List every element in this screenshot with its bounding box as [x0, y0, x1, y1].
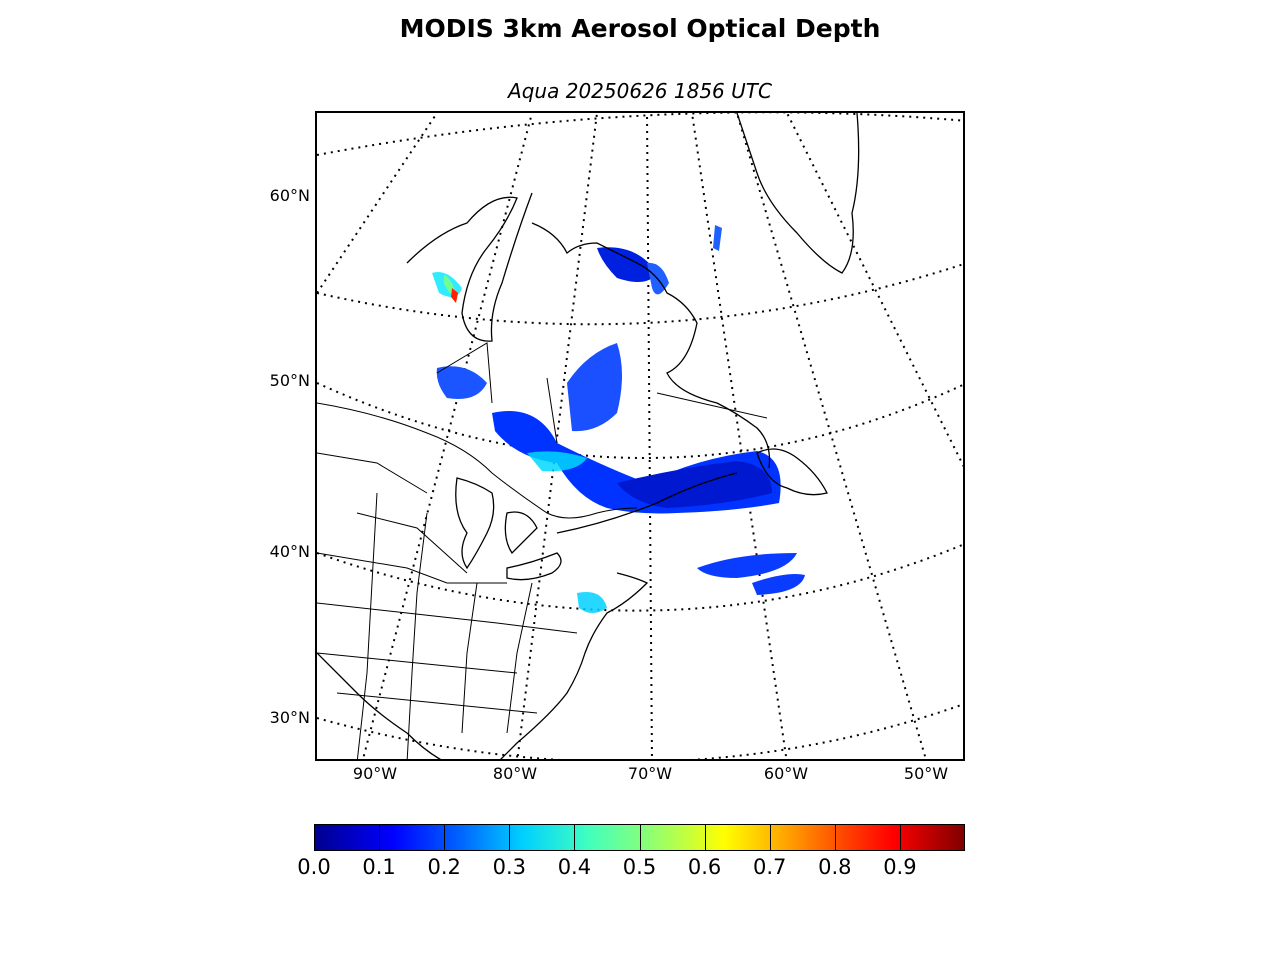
- colorbar-tick-label: 0.5: [622, 855, 657, 879]
- aod-swath-atlantic-1: [697, 553, 797, 578]
- border-states-1: [317, 452, 428, 494]
- aod-swath-labrador: [597, 247, 657, 282]
- border-states-7: [356, 492, 378, 759]
- coast-great-lakes-1: [455, 477, 495, 570]
- figure-title: MODIS 3km Aerosol Optical Depth: [399, 14, 881, 43]
- coast-gulf: [317, 652, 442, 759]
- border-states-2: [356, 512, 468, 574]
- aod-swaths: [432, 225, 805, 613]
- colorbar-tick-mark: [769, 825, 771, 850]
- colorbar-tick-label: 0.6: [687, 855, 722, 879]
- lon-label-90w: 90°W: [352, 764, 398, 783]
- coast-st-lawrence: [556, 472, 738, 534]
- lat-label-60n: 60°N: [269, 186, 310, 205]
- colorbar-tick-label: 0.8: [818, 855, 852, 879]
- lat-label-30n: 30°N: [269, 708, 310, 727]
- lat-label-50n: 50°N: [269, 371, 310, 390]
- colorbar-tick-mark: [574, 825, 576, 850]
- map-svg: [317, 113, 963, 759]
- border-states-10: [506, 582, 533, 734]
- border-states-5: [317, 652, 518, 674]
- colorbar-tick-mark: [834, 825, 836, 850]
- meridian-70w: [646, 113, 653, 759]
- aod-swath-east: [713, 225, 722, 251]
- colorbar-tick-label: 0.3: [492, 855, 526, 879]
- aod-swath-ontario: [436, 366, 487, 399]
- coast-hudson-bay: [406, 192, 533, 342]
- colorbar-tick-label: 0.1: [362, 855, 396, 879]
- lon-label-50w: 50°W: [903, 764, 949, 783]
- parallel-60n: [317, 263, 963, 326]
- aod-swath-cyan-1: [527, 451, 587, 472]
- coast-greenland: [736, 113, 860, 274]
- colorbar-tick-mark: [444, 825, 446, 850]
- colorbar-tick-label: 0.4: [557, 855, 592, 879]
- political-boundaries: [317, 342, 768, 759]
- lon-label-70w: 70°W: [627, 764, 673, 783]
- coast-labrador-quebec: [531, 222, 771, 469]
- coast-east-us: [500, 572, 649, 759]
- colorbar-tick-mark: [899, 825, 901, 850]
- border-states-9: [461, 582, 478, 734]
- aod-swath-cyan-3: [577, 592, 607, 613]
- parallel-65n: [317, 113, 963, 156]
- colorbar-tick-mark: [639, 825, 641, 850]
- parallel-30n: [317, 703, 963, 759]
- parallel-50n: [317, 382, 963, 459]
- colorbar-tick-mark: [704, 825, 706, 850]
- meridian-50w: [736, 113, 927, 759]
- coast-great-lakes-3: [506, 552, 562, 581]
- border-states-3: [317, 552, 507, 584]
- border-states-8: [406, 512, 428, 759]
- graticule-latitudes: [317, 113, 963, 759]
- lon-label-60w: 60°W: [763, 764, 809, 783]
- aod-swath-atlantic-2: [752, 574, 805, 595]
- border-provinces: [436, 342, 768, 444]
- coastlines: [317, 113, 860, 759]
- parallel-40n: [317, 543, 963, 612]
- aod-swath-hudson: [567, 343, 622, 432]
- figure-subtitle: Aqua 20250626 1856 UTC: [508, 79, 772, 103]
- border-states-6: [336, 692, 538, 714]
- border-states-4: [317, 602, 578, 634]
- meridian-60w: [691, 113, 788, 759]
- meridian-100w: [317, 113, 438, 294]
- lon-label-80w: 80°W: [492, 764, 538, 783]
- graticule-meridians: [317, 113, 963, 759]
- colorbar-tick-mark: [379, 825, 381, 850]
- colorbar-tick-label: 0.0: [297, 855, 331, 879]
- border-us-canada: [317, 402, 638, 519]
- colorbar-tick-mark: [509, 825, 511, 850]
- colorbar-tick-label: 0.9: [883, 855, 917, 879]
- aod-swath-red: [451, 288, 458, 303]
- colorbar-tick-label: 0.2: [427, 855, 461, 879]
- coast-great-lakes-2: [504, 511, 538, 555]
- lat-label-40n: 40°N: [269, 542, 310, 561]
- map-panel: [315, 111, 965, 761]
- colorbar-tick-label: 0.7: [752, 855, 787, 879]
- coast-newfoundland: [756, 448, 828, 496]
- aod-swath-main-core: [617, 461, 772, 508]
